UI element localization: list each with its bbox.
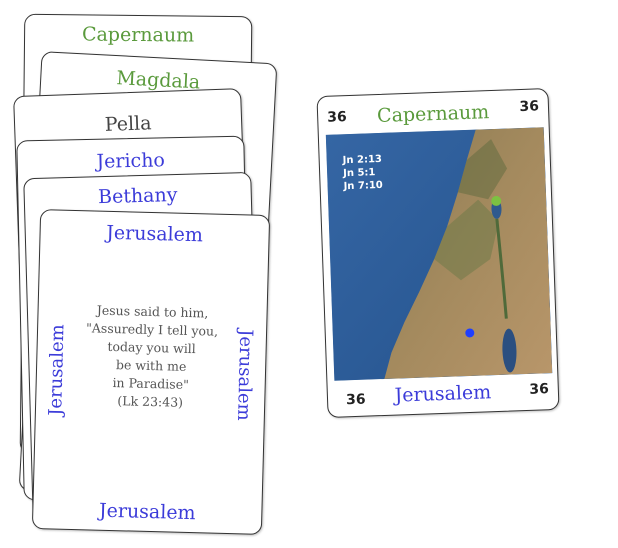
side-label-text: Jerusalem: [45, 323, 69, 416]
map-card-title-top: Capernaum: [376, 101, 490, 128]
start-marker: [491, 195, 502, 206]
card-title: Capernaum: [81, 23, 195, 47]
israel-satellite-map: Jn 2:13 Jn 5:1 Jn 7:10: [325, 127, 553, 381]
card-title: Bethany: [97, 183, 178, 209]
reference-item: Jn 7:10: [343, 179, 384, 193]
side-label-text: Jerusalem: [233, 328, 257, 421]
map-card-title-bottom: Jerusalem: [394, 381, 492, 407]
reference-item: Jn 2:13: [342, 153, 383, 167]
galilee-hills: [457, 139, 508, 200]
card-title-bottom: Jerusalem: [98, 499, 196, 525]
scripture-references: Jn 2:13 Jn 5:1 Jn 7:10: [342, 153, 383, 193]
quote-line: (Lk 23:43): [117, 393, 184, 410]
hill-country: [434, 199, 499, 281]
location-card-jerusalem[interactable]: Jerusalem Jerusalem Jerusalem Jesus said…: [31, 209, 271, 535]
journey-map-card[interactable]: 36 36 Capernaum: [316, 88, 560, 418]
dead-sea: [502, 328, 517, 373]
card-title: Jericho: [96, 149, 166, 173]
card-side-label-right: Jerusalem: [227, 215, 263, 534]
scripture-quote: Jesus said to him, "Assuredly I tell you…: [70, 301, 233, 413]
card-title: Pella: [104, 112, 152, 136]
map-terrain: [325, 127, 553, 381]
jordan-river: [495, 218, 508, 319]
end-marker: [465, 328, 475, 338]
card-side-label-left: Jerusalem: [39, 210, 75, 529]
